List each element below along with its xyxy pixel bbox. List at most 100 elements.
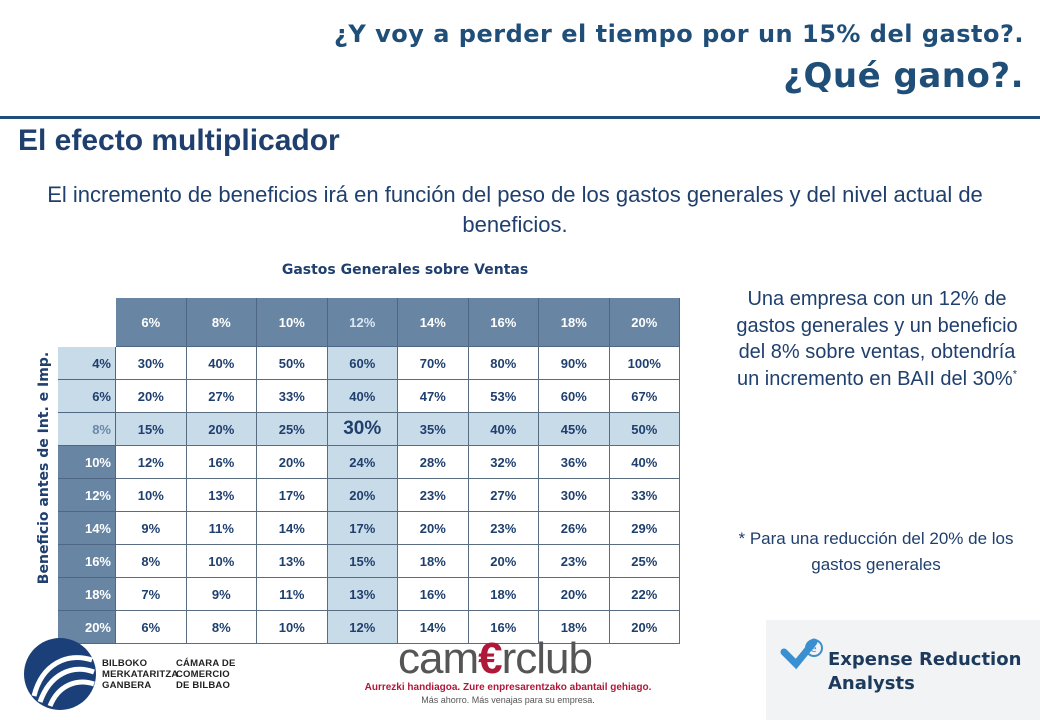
table-cell: 24% [327, 446, 398, 479]
table-cell: 10% [186, 545, 257, 578]
column-header: 8% [186, 298, 257, 347]
table-cell: 9% [116, 512, 187, 545]
table-cell: 13% [257, 545, 328, 578]
column-header: 12% [327, 298, 398, 347]
table-cell: 40% [186, 347, 257, 380]
column-header: 18% [539, 298, 610, 347]
table-cell: 53% [468, 380, 539, 413]
table-cell: 20% [186, 413, 257, 446]
table-cell: 45% [539, 413, 610, 446]
table-cell: 20% [609, 611, 680, 644]
footnote-text: * Para una reducción del 20% de los gast… [738, 529, 1014, 574]
row-header: 20% [58, 611, 116, 644]
table-cell: 12% [116, 446, 187, 479]
table-cell: 14% [257, 512, 328, 545]
table-cell: 20% [468, 545, 539, 578]
table-cell: 60% [327, 347, 398, 380]
table-cell: 25% [257, 413, 328, 446]
table-cell: 60% [539, 380, 610, 413]
table-cell: 29% [609, 512, 680, 545]
table-cell: 20% [327, 479, 398, 512]
section-title: El efecto multiplicador [18, 124, 340, 157]
camara-bilbao-emblem-icon [24, 638, 96, 710]
table-cell: 27% [468, 479, 539, 512]
table-cell: 40% [609, 446, 680, 479]
table-title: Gastos Generales sobre Ventas [281, 262, 529, 278]
table-cell: 7% [116, 578, 187, 611]
euro-icon: € [478, 634, 503, 683]
table-cell: 32% [468, 446, 539, 479]
table-cell: 13% [327, 578, 398, 611]
column-header: 10% [257, 298, 328, 347]
row-axis-label: Beneficio antes de Int. e Imp. [36, 351, 52, 585]
table-cell: 16% [186, 446, 257, 479]
era-name: Expense Reduction Analysts [828, 649, 1022, 694]
column-header: 14% [398, 298, 469, 347]
table-cell: 30% [116, 347, 187, 380]
table-cell: 11% [186, 512, 257, 545]
table-cell: 23% [539, 545, 610, 578]
table-cell: 26% [539, 512, 610, 545]
title-divider [0, 116, 1040, 119]
table-cell: 25% [609, 545, 680, 578]
table-cell: 20% [539, 578, 610, 611]
column-header: 16% [468, 298, 539, 347]
table-cell: 70% [398, 347, 469, 380]
table-cell: 8% [116, 545, 187, 578]
footnote-marker: * [1012, 367, 1017, 380]
camara-bilbao-logo: BILBOKO MERKATARITZA GANBERA CÁMARA DE C… [22, 634, 252, 714]
explanation-body: Una empresa con un 12% de gastos general… [736, 288, 1018, 390]
table-cell: 18% [398, 545, 469, 578]
table-cell: 40% [468, 413, 539, 446]
table-cell: 30% [539, 479, 610, 512]
table-cell: 67% [609, 380, 680, 413]
row-header: 16% [58, 545, 116, 578]
multiplier-table: 6% 8% 10% 12% 14% 16% 18% 20% 4% 30% 40% 50% 60% 70% 8… [58, 298, 680, 644]
table-cell: 10% [116, 479, 187, 512]
table-cell: 16% [468, 611, 539, 644]
era-emblem-icon: e [780, 638, 823, 670]
table-cell: 16% [398, 578, 469, 611]
table-cell: 50% [257, 347, 328, 380]
table-cell: 15% [116, 413, 187, 446]
svg-text:e: e [811, 644, 817, 655]
highlighted-cell: 30% [327, 413, 398, 446]
table-cell: 14% [398, 611, 469, 644]
table-cell: 11% [257, 578, 328, 611]
table-cell: 18% [468, 578, 539, 611]
table-cell: 23% [468, 512, 539, 545]
row-header: 4% [58, 347, 116, 380]
table-cell: 47% [398, 380, 469, 413]
table-cell: 17% [257, 479, 328, 512]
table-corner [58, 298, 116, 347]
table-cell: 100% [609, 347, 680, 380]
table-cell: 33% [257, 380, 328, 413]
title-line-2: ¿Qué gano?. [783, 56, 1024, 96]
table-cell: 22% [609, 578, 680, 611]
table-cell: 17% [327, 512, 398, 545]
intro-text: El incremento de beneficios irá en funci… [47, 182, 983, 237]
explanation-text: Una empresa con un 12% de gastos general… [734, 286, 1020, 392]
table-cell: 20% [257, 446, 328, 479]
table-cell: 36% [539, 446, 610, 479]
table-cell: 40% [327, 380, 398, 413]
row-header: 10% [58, 446, 116, 479]
camara-bilbao-spanish-name: CÁMARA DE COMERCIO DE BILBAO [176, 658, 236, 691]
camerclub-slogan-basque: Aurrezki handiagoa. Zure enpresarentzako… [364, 682, 652, 693]
table-cell: 10% [257, 611, 328, 644]
column-header: 20% [609, 298, 680, 347]
table-cell: 20% [398, 512, 469, 545]
row-header: 14% [58, 512, 116, 545]
table-cell: 6% [116, 611, 187, 644]
table-cell: 50% [609, 413, 680, 446]
title-line-1: ¿Y voy a perder el tiempo por un 15% del… [333, 20, 1024, 48]
row-header: 6% [58, 380, 116, 413]
table-cell: 90% [539, 347, 610, 380]
table-cell: 9% [186, 578, 257, 611]
table-cell: 15% [327, 545, 398, 578]
table-cell: 23% [398, 479, 469, 512]
row-header: 12% [58, 479, 116, 512]
row-header: 18% [58, 578, 116, 611]
camerclub-slogan-spanish: Más ahorro. Más venajas para su empresa. [421, 695, 595, 705]
table-cell: 8% [186, 611, 257, 644]
